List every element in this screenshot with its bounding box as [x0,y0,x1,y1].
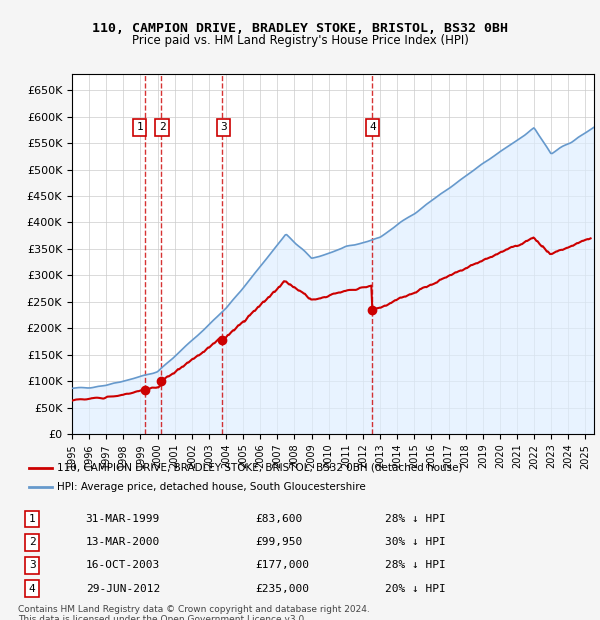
Text: £99,950: £99,950 [255,537,302,547]
Text: 29-JUN-2012: 29-JUN-2012 [86,583,160,594]
Text: 110, CAMPION DRIVE, BRADLEY STOKE, BRISTOL, BS32 0BH (detached house): 110, CAMPION DRIVE, BRADLEY STOKE, BRIST… [58,463,463,473]
Text: 4: 4 [369,122,376,132]
Text: 2: 2 [29,537,35,547]
Text: Price paid vs. HM Land Registry's House Price Index (HPI): Price paid vs. HM Land Registry's House … [131,34,469,47]
Text: 3: 3 [29,560,35,570]
Text: 28% ↓ HPI: 28% ↓ HPI [385,514,445,524]
Text: Contains HM Land Registry data © Crown copyright and database right 2024.
This d: Contains HM Land Registry data © Crown c… [18,604,370,620]
Text: 1: 1 [29,514,35,524]
Text: 3: 3 [220,122,227,132]
Text: 13-MAR-2000: 13-MAR-2000 [86,537,160,547]
Text: 20% ↓ HPI: 20% ↓ HPI [385,583,445,594]
Text: HPI: Average price, detached house, South Gloucestershire: HPI: Average price, detached house, Sout… [58,482,366,492]
Text: 31-MAR-1999: 31-MAR-1999 [86,514,160,524]
Text: 16-OCT-2003: 16-OCT-2003 [86,560,160,570]
Text: £177,000: £177,000 [255,560,309,570]
Text: 30% ↓ HPI: 30% ↓ HPI [385,537,445,547]
Text: 28% ↓ HPI: 28% ↓ HPI [385,560,445,570]
Text: 4: 4 [29,583,35,594]
Text: £235,000: £235,000 [255,583,309,594]
Text: 110, CAMPION DRIVE, BRADLEY STOKE, BRISTOL, BS32 0BH: 110, CAMPION DRIVE, BRADLEY STOKE, BRIST… [92,22,508,35]
Text: 1: 1 [136,122,143,132]
Text: 2: 2 [158,122,166,132]
Text: £83,600: £83,600 [255,514,302,524]
